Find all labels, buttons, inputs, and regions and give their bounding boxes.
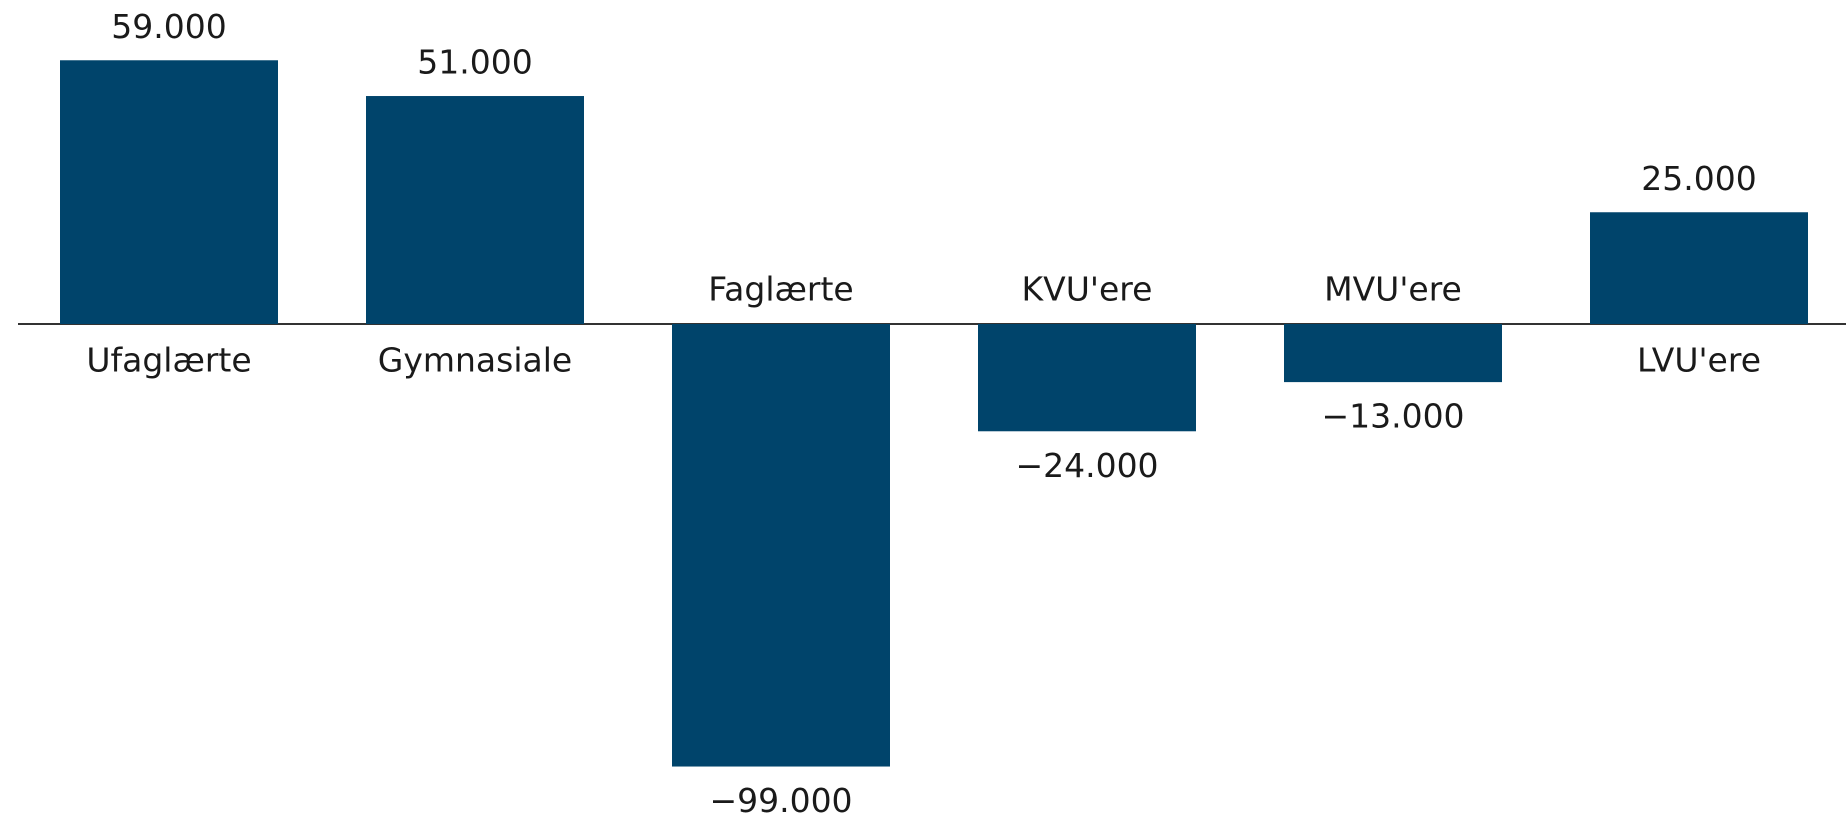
category-label: KVU'ere [1022,270,1153,309]
category-label: Ufaglærte [86,341,251,380]
bar [978,324,1196,432]
value-label: −99.000 [709,781,852,820]
bar [1284,324,1502,383]
value-label: 51.000 [417,43,532,82]
bar [60,60,278,325]
category-label: Faglærte [708,270,854,309]
value-label: −24.000 [1015,446,1158,485]
bar [366,96,584,324]
value-label: 59.000 [111,7,226,46]
category-label: LVU'ere [1637,341,1761,380]
category-label: MVU'ere [1324,270,1462,309]
bar [672,324,890,767]
category-label: Gymnasiale [378,341,572,380]
value-label: 25.000 [1641,159,1756,198]
value-label: −13.000 [1321,397,1464,436]
bar [1590,212,1808,324]
